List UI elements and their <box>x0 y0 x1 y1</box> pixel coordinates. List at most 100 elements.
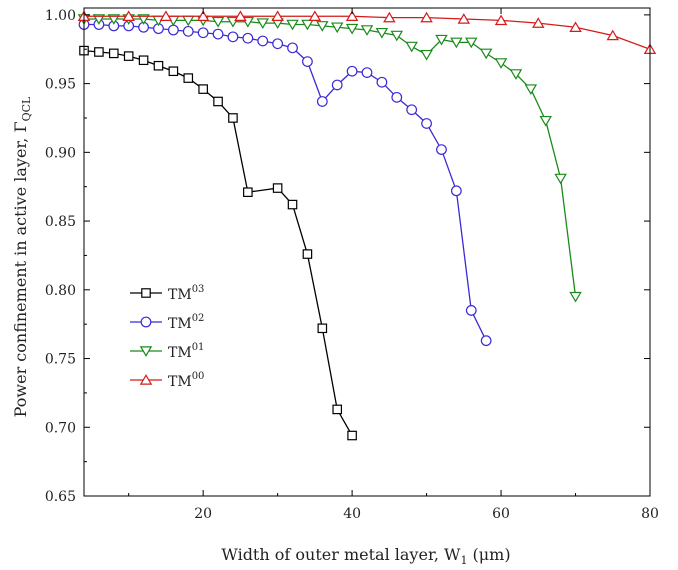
data-point <box>480 335 492 347</box>
data-point <box>123 51 134 61</box>
legend: TM03 TM02 TM01 TM00 <box>130 284 204 390</box>
y-tick-label: 1.00 <box>45 8 76 24</box>
data-point <box>390 30 404 42</box>
legend-label: TM00 <box>168 371 204 390</box>
data-point <box>122 10 135 22</box>
data-point <box>450 37 463 49</box>
data-point <box>532 17 545 28</box>
data-point <box>92 14 106 25</box>
plot-frame <box>83 7 651 497</box>
data-point <box>198 84 208 94</box>
legend-label: TM01 <box>168 342 204 361</box>
data-point <box>450 185 462 197</box>
data-point <box>509 69 523 80</box>
y-tick-label: 0.70 <box>45 420 76 436</box>
data-point <box>330 22 344 34</box>
data-point <box>345 23 359 35</box>
data-point <box>108 48 119 59</box>
data-point <box>554 173 567 185</box>
data-point <box>167 24 179 36</box>
data-point <box>606 29 620 41</box>
data-point <box>242 32 254 44</box>
y-tick-label: 0.95 <box>45 77 76 93</box>
data-point <box>457 13 471 24</box>
legend-marker <box>139 374 153 385</box>
data-point <box>287 199 298 210</box>
data-point <box>375 27 389 39</box>
y-tick-label: 0.80 <box>45 283 76 299</box>
data-point <box>168 66 179 77</box>
data-point <box>465 305 477 316</box>
data-point <box>479 48 493 60</box>
legend-marker <box>140 316 152 328</box>
data-point <box>539 115 552 127</box>
data-point <box>286 19 299 31</box>
data-point <box>332 404 343 415</box>
data-point <box>153 60 164 71</box>
data-point <box>405 41 418 53</box>
data-point <box>94 47 104 57</box>
series-line <box>84 23 487 341</box>
series-tm03 <box>79 45 357 441</box>
series-line <box>84 15 651 50</box>
data-point <box>272 38 284 50</box>
data-point <box>569 21 582 33</box>
x-tick-label: 60 <box>492 506 510 522</box>
data-point <box>347 430 357 441</box>
data-point <box>421 118 432 129</box>
x-tick-label: 80 <box>641 506 659 522</box>
legend-label: TM03 <box>168 284 204 303</box>
data-point <box>316 21 329 32</box>
data-point <box>435 34 448 46</box>
data-point <box>182 25 194 37</box>
data-point <box>361 67 373 79</box>
data-point <box>271 10 284 22</box>
series-tm02 <box>78 19 492 347</box>
legend-marker <box>139 346 153 357</box>
data-point <box>436 144 447 155</box>
data-point <box>107 14 121 25</box>
data-point <box>159 10 173 22</box>
data-point <box>287 42 298 54</box>
legend-entry: TM01 <box>130 342 204 361</box>
y-tick-label: 0.75 <box>45 352 76 368</box>
data-point <box>228 113 238 123</box>
x-tick-label: 40 <box>343 506 361 522</box>
legend-entry: TM02 <box>130 313 204 332</box>
legend-label: TM02 <box>168 313 204 332</box>
legend-marker <box>141 288 151 298</box>
series-line <box>83 49 353 436</box>
data-point <box>234 10 247 22</box>
x-axis-title: Width of outer metal layer, W1 (μm) <box>221 545 510 567</box>
y-tick-label: 0.85 <box>45 214 76 230</box>
data-point <box>227 31 239 43</box>
data-point <box>302 249 313 259</box>
data-point <box>391 91 403 103</box>
data-point <box>376 76 388 88</box>
data-point <box>420 11 433 23</box>
legend-entry: TM00 <box>130 371 204 390</box>
data-point <box>524 84 538 95</box>
series-tm01 <box>77 14 582 303</box>
data-point <box>346 65 358 77</box>
data-point <box>257 35 269 47</box>
axes: 20 40 60 80 0.65 0.70 0.75 0.80 0.85 0.90 0.95 1.00 <box>45 7 659 522</box>
data-point <box>420 49 433 61</box>
legend-entry: TM03 <box>130 284 204 303</box>
data-point <box>301 19 314 31</box>
data-point <box>569 291 582 303</box>
data-point <box>345 10 359 22</box>
data-point <box>256 18 269 29</box>
data-point <box>197 27 209 39</box>
data-point <box>465 37 478 49</box>
data-point <box>302 56 313 68</box>
data-point <box>137 14 150 25</box>
data-point <box>213 96 223 107</box>
y-tick-label: 0.65 <box>45 489 76 505</box>
data-point <box>360 25 374 36</box>
data-point <box>494 58 508 69</box>
y-tick-label: 0.90 <box>45 145 76 161</box>
data-point <box>406 104 418 116</box>
data-point <box>211 16 225 28</box>
data-point <box>316 96 328 107</box>
